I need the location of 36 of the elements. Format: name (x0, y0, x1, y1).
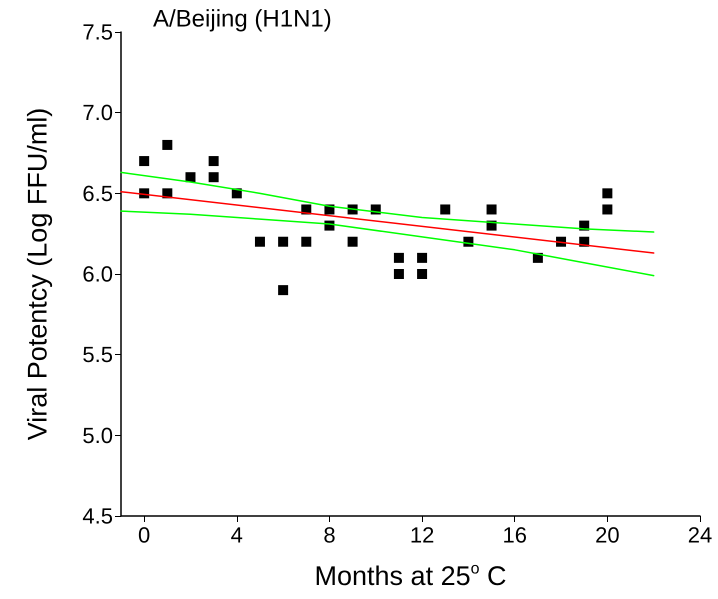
y-tick-label: 5.5 (82, 342, 113, 368)
point (208, 172, 219, 182)
point (278, 285, 288, 296)
point (417, 269, 428, 279)
point (440, 204, 450, 214)
x-tick-label: 8 (323, 522, 336, 548)
point (348, 236, 358, 247)
point (162, 140, 172, 150)
x-tick-label: 4 (230, 522, 243, 548)
y-tick-label: 4.5 (82, 504, 113, 528)
line-series (120, 210, 654, 276)
line-series (120, 172, 654, 233)
x-tick-label: 16 (502, 522, 527, 548)
point (394, 269, 404, 279)
point (602, 188, 612, 198)
y-tick-label: 6.5 (82, 180, 113, 206)
point (417, 252, 428, 263)
chart-title: A/Beijing (H1N1) (153, 6, 332, 32)
x-tick-label: 20 (595, 522, 620, 548)
x-tick-label: 0 (138, 522, 150, 548)
y-axis-title: Viral Potentcy (Log FFU/ml) (22, 108, 52, 440)
point (278, 236, 288, 247)
point (301, 236, 312, 247)
point (394, 252, 404, 263)
x-tick-label: 24 (688, 522, 712, 548)
point (254, 236, 265, 247)
y-tick-label: 5.0 (82, 422, 113, 448)
y-tick-label: 6.0 (82, 262, 113, 286)
x-tick-label: 12 (410, 522, 434, 548)
point (208, 156, 219, 166)
point (139, 156, 150, 166)
point (486, 204, 497, 214)
point (602, 204, 612, 214)
point (185, 172, 196, 182)
y-tick-label: 7.0 (82, 100, 113, 126)
y-tick-label: 7.5 (82, 20, 113, 44)
